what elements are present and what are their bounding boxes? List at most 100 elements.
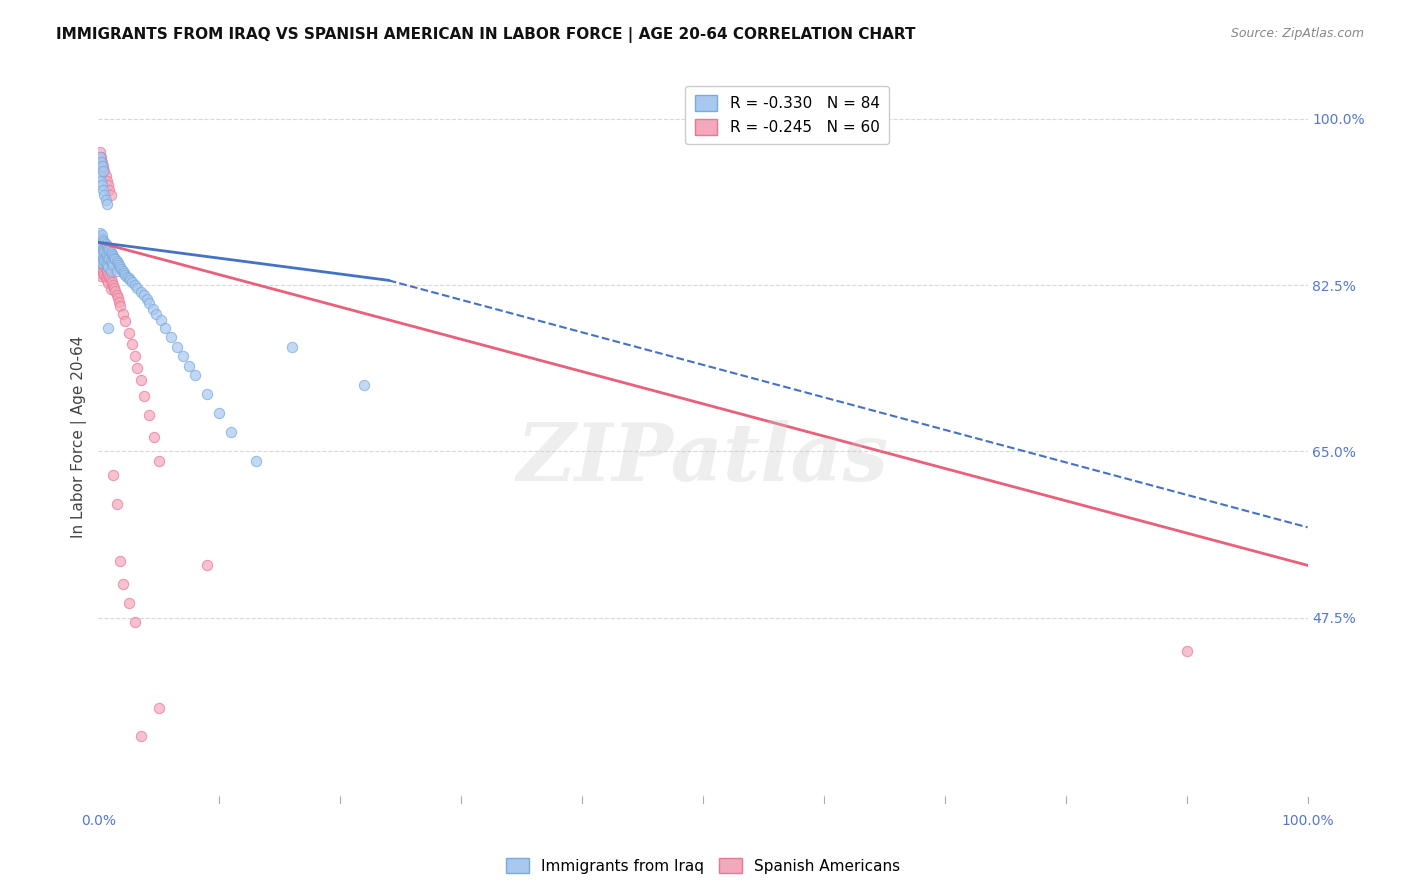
- Point: [129, 285, 152, 299]
- Point: [105, 254, 128, 268]
- Point: [91, 234, 114, 248]
- Point: [91, 255, 114, 269]
- Point: [107, 292, 129, 306]
- Point: [195, 558, 218, 573]
- Point: [245, 454, 267, 468]
- Point: [138, 409, 160, 423]
- Point: [91, 183, 114, 197]
- Point: [91, 154, 114, 169]
- Point: [93, 244, 115, 259]
- Point: [118, 273, 141, 287]
- Point: [100, 246, 122, 260]
- Point: [101, 249, 124, 263]
- Point: [94, 237, 117, 252]
- Point: [195, 387, 218, 401]
- Point: [90, 230, 112, 244]
- Point: [114, 268, 136, 282]
- Point: [97, 241, 120, 255]
- Point: [89, 226, 111, 240]
- Point: [91, 159, 114, 173]
- Point: [104, 252, 127, 267]
- Point: [93, 235, 115, 250]
- Point: [160, 330, 183, 344]
- Point: [121, 275, 143, 289]
- Point: [94, 193, 117, 207]
- Point: [129, 729, 152, 743]
- Point: [98, 252, 121, 267]
- Point: [97, 267, 120, 281]
- Point: [100, 275, 122, 289]
- Legend: Immigrants from Iraq, Spanish Americans: Immigrants from Iraq, Spanish Americans: [499, 852, 907, 880]
- Point: [90, 154, 112, 169]
- Point: [100, 264, 122, 278]
- Point: [114, 314, 136, 328]
- Point: [118, 326, 141, 340]
- Point: [89, 266, 111, 280]
- Point: [172, 349, 194, 363]
- Point: [104, 284, 127, 298]
- Point: [90, 250, 112, 264]
- Point: [101, 278, 124, 293]
- Point: [127, 281, 149, 295]
- Point: [89, 169, 111, 183]
- Y-axis label: In Labor Force | Age 20-64: In Labor Force | Age 20-64: [72, 336, 87, 538]
- Point: [118, 596, 141, 610]
- Point: [90, 256, 112, 270]
- Point: [97, 251, 120, 265]
- Point: [93, 258, 115, 272]
- Point: [103, 251, 125, 265]
- Point: [100, 187, 122, 202]
- Point: [89, 150, 111, 164]
- Point: [89, 246, 111, 260]
- Point: [89, 256, 111, 270]
- Point: [94, 260, 117, 275]
- Point: [97, 178, 120, 193]
- Point: [179, 359, 201, 373]
- Point: [150, 313, 173, 327]
- Point: [98, 269, 121, 284]
- Point: [91, 164, 114, 178]
- Point: [110, 262, 132, 277]
- Point: [148, 701, 170, 715]
- Point: [124, 278, 146, 293]
- Point: [121, 337, 143, 351]
- Point: [91, 243, 114, 257]
- Point: [111, 577, 134, 591]
- Point: [93, 164, 115, 178]
- Point: [90, 268, 112, 283]
- Point: [94, 246, 117, 260]
- Point: [97, 276, 120, 290]
- Point: [108, 260, 131, 274]
- Point: [91, 252, 114, 267]
- Point: [96, 239, 118, 253]
- Point: [112, 266, 135, 280]
- Point: [94, 270, 117, 285]
- Point: [89, 250, 111, 264]
- Point: [93, 268, 115, 282]
- Point: [145, 307, 167, 321]
- Point: [97, 321, 120, 335]
- Point: [100, 244, 122, 259]
- Point: [98, 243, 121, 257]
- Point: [96, 273, 118, 287]
- Point: [91, 262, 114, 277]
- Point: [111, 264, 134, 278]
- Point: [105, 287, 128, 301]
- Point: [166, 340, 188, 354]
- Point: [96, 197, 118, 211]
- Point: [90, 173, 112, 187]
- Point: [91, 227, 114, 242]
- Point: [89, 235, 111, 250]
- Point: [108, 295, 131, 310]
- Point: [108, 258, 131, 272]
- Point: [91, 252, 114, 267]
- Point: [148, 454, 170, 468]
- Point: [142, 301, 165, 316]
- Point: [93, 187, 115, 202]
- Point: [98, 183, 121, 197]
- Point: [111, 307, 134, 321]
- Point: [118, 271, 141, 285]
- Point: [90, 259, 112, 273]
- Point: [97, 260, 120, 274]
- Point: [100, 254, 122, 268]
